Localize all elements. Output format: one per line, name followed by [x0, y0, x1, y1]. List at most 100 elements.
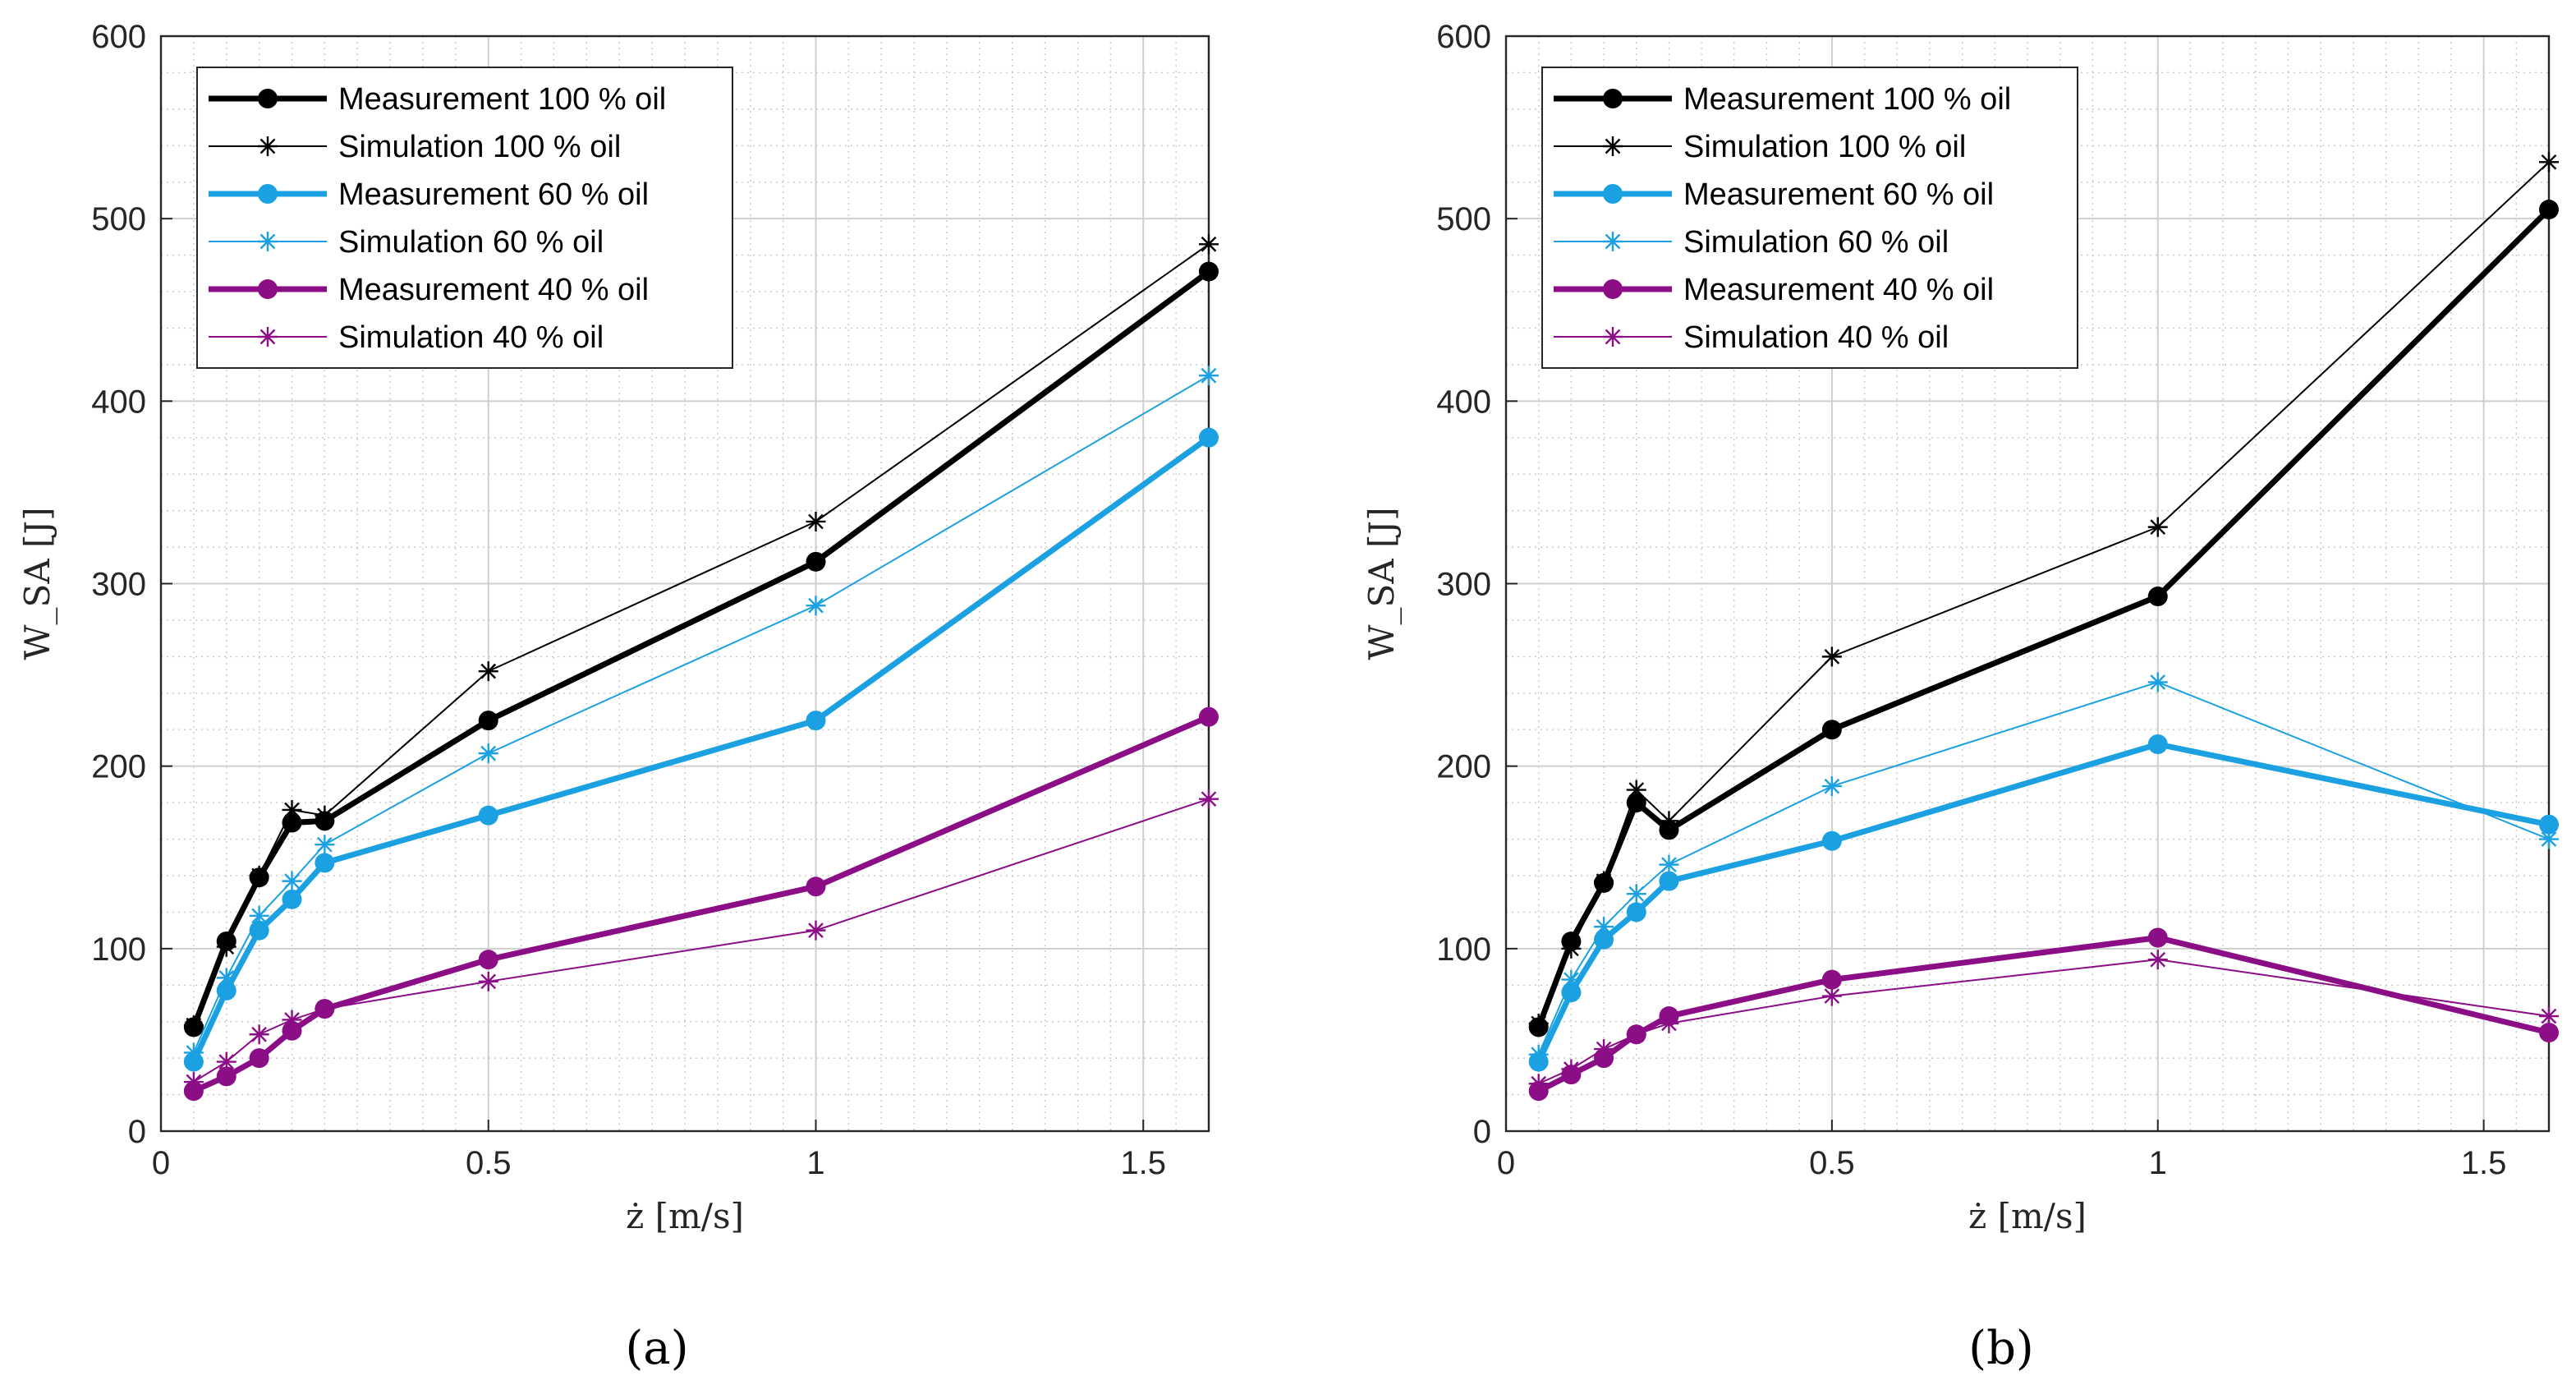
chart-panel-1: 0 0.5 1 1.5 0 100 200 300 400 500 600 ż [m/s] W_SA […	[17, 19, 1219, 1375]
star-stroke	[284, 1012, 300, 1028]
data-point-circle	[806, 711, 826, 731]
legend-label: Simulation 40 % oil	[338, 320, 604, 355]
series-4	[183, 366, 1219, 1063]
star-stroke	[480, 663, 497, 679]
data-point-circle	[1561, 982, 1582, 1003]
legend-label: Measurement 60 % oil	[338, 177, 649, 212]
data-point-star	[1561, 938, 1582, 959]
star-stroke	[1531, 1047, 1547, 1063]
star-stroke	[1628, 1026, 1645, 1042]
star-stroke	[317, 807, 333, 823]
data-point-star	[315, 805, 335, 826]
x-tick-label: 0.5	[1809, 1145, 1855, 1181]
star-stroke	[1824, 778, 1840, 794]
star-stroke	[218, 970, 235, 986]
chart-panel-2: 0 0.5 1 1.5 0 100 200 300 400 500 600 ż [m/s] W_SA […	[1361, 19, 2559, 1375]
series-2	[1528, 152, 2559, 1033]
legend-marker-circle	[1603, 279, 1623, 299]
data-point-star	[1561, 969, 1582, 990]
star-stroke	[1661, 857, 1677, 872]
data-point-star	[1528, 1074, 1549, 1094]
legend-marker-star	[258, 136, 278, 156]
data-point-star	[1594, 871, 1614, 891]
data-point-circle	[1199, 706, 1219, 727]
star-stroke	[2150, 674, 2166, 690]
legend-item: Measurement 60 % oil	[1554, 177, 1994, 212]
legend-label: Measurement 40 % oil	[1683, 273, 1994, 307]
star-stroke	[2541, 154, 2557, 170]
x-tick-label: 0	[152, 1145, 170, 1181]
series-1	[1528, 200, 2559, 1037]
star-stroke	[1596, 873, 1612, 889]
star-stroke	[186, 1074, 202, 1090]
legend-item: Simulation 40 % oil	[1554, 320, 1949, 355]
legend-marker-circle	[258, 184, 278, 204]
legend-item: Simulation 60 % oil	[1554, 225, 1949, 260]
star-stroke	[1531, 1075, 1547, 1092]
data-point-star	[1199, 366, 1219, 386]
series-line	[1536, 741, 2550, 1064]
data-point-star	[1626, 1024, 1646, 1045]
data-point-star	[183, 1015, 204, 1036]
data-point-circle	[478, 711, 498, 731]
y-tick-label: 200	[1436, 749, 1491, 785]
data-point-circle	[2147, 734, 2168, 755]
data-point-star	[1199, 234, 1219, 255]
data-point-star	[1821, 776, 1842, 797]
y-tick-label: 400	[1436, 384, 1491, 420]
data-point-circle	[1821, 969, 1842, 990]
legend-marker-circle	[258, 279, 278, 299]
star-stroke	[1605, 138, 1621, 154]
legend-marker-star	[1603, 232, 1623, 251]
series-line	[1537, 161, 2550, 1024]
data-point-star	[282, 871, 302, 891]
legend-label: Measurement 100 % oil	[1683, 82, 2011, 117]
data-point-circle	[282, 889, 302, 909]
x-tick-label: 1.5	[2461, 1145, 2507, 1181]
star-stroke	[1564, 972, 1579, 987]
series-3	[1528, 734, 2559, 1072]
series-line	[191, 435, 1211, 1064]
y-tick-label: 500	[91, 201, 146, 237]
data-point-star	[1821, 646, 1842, 667]
data-point-star	[2539, 152, 2559, 173]
data-point-circle	[1821, 830, 1842, 851]
star-stroke	[259, 329, 276, 345]
legend-item: Measurement 100 % oil	[1554, 82, 2011, 117]
y-tick-label: 500	[1436, 201, 1491, 237]
legend-marker-circle	[1603, 184, 1623, 204]
data-point-circle	[478, 805, 498, 826]
data-point-star	[1626, 780, 1646, 800]
data-point-star	[806, 511, 826, 531]
legend-item: Measurement 60 % oil	[209, 177, 649, 212]
y-tick-label: 200	[91, 749, 146, 785]
data-point-star	[1659, 1013, 1679, 1033]
y-tick-label: 0	[128, 1114, 146, 1150]
data-point-star	[1659, 811, 1679, 831]
panel-label: (a)	[625, 1322, 688, 1375]
series-line	[192, 243, 1210, 1026]
data-point-star	[282, 799, 302, 820]
data-point-star	[249, 1024, 269, 1045]
star-stroke	[284, 802, 300, 818]
data-point-circle	[2539, 1023, 2559, 1043]
star-stroke	[1564, 941, 1579, 957]
data-point-star	[216, 1051, 236, 1072]
star-stroke	[2541, 831, 2557, 847]
x-tick-label: 1	[2149, 1145, 2167, 1181]
star-stroke	[317, 1001, 333, 1017]
data-point-circle	[2539, 200, 2559, 220]
star-stroke	[1661, 1015, 1677, 1032]
x-axis-label: ż [m/s]	[1968, 1196, 2087, 1236]
star-stroke	[251, 908, 267, 924]
star-stroke	[2541, 1008, 2557, 1024]
data-point-circle	[282, 812, 302, 833]
data-point-circle	[806, 551, 826, 572]
legend-label: Simulation 40 % oil	[1683, 320, 1949, 355]
x-tick-label: 0.5	[466, 1145, 512, 1181]
legend-marker-star	[258, 327, 278, 347]
star-stroke	[218, 939, 235, 955]
star-stroke	[1201, 791, 1217, 807]
data-point-star	[478, 971, 498, 991]
